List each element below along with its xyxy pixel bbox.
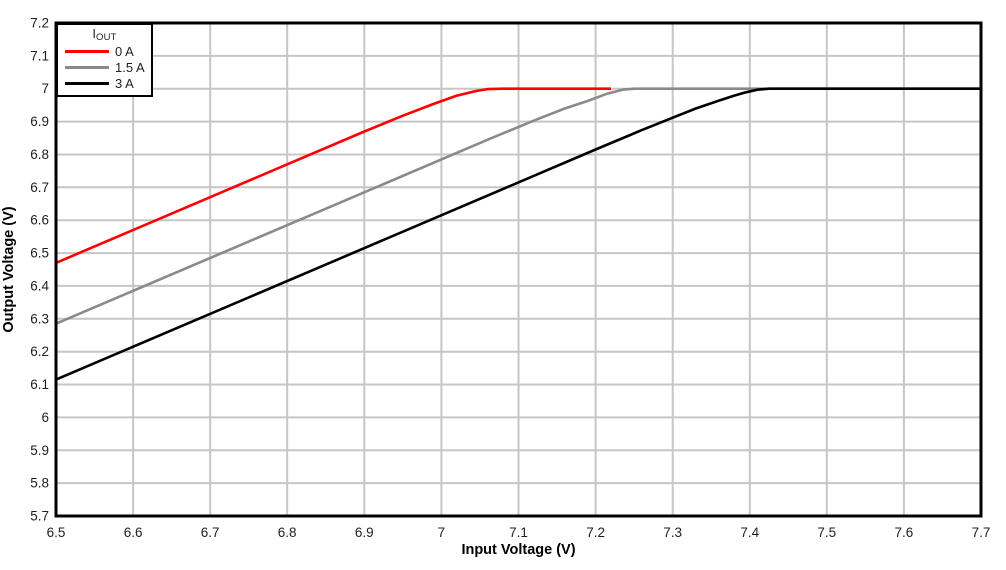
y-tick-label: 5.7: [30, 509, 49, 524]
x-tick-label: 6.7: [201, 525, 220, 540]
plot-frame: [54, 21, 983, 518]
legend-title: IOUT: [58, 26, 151, 43]
y-tick-label: 5.8: [30, 476, 49, 491]
gridlines: [55, 22, 982, 517]
x-tick-label: 7.6: [895, 525, 914, 540]
legend-title-symbol: I: [92, 26, 96, 41]
x-tick-label: 6.6: [124, 525, 143, 540]
series-line-3a: [55, 87, 981, 381]
legend-label: 1.5 A: [115, 59, 145, 75]
y-axis-title: Output Voltage (V): [1, 206, 17, 332]
y-tick-label: 6.9: [30, 114, 49, 129]
legend-label: 0 A: [115, 43, 134, 59]
legend-swatch: [65, 65, 109, 69]
y-tick-label: 6.6: [30, 213, 49, 228]
x-axis-title: Input Voltage (V): [461, 542, 575, 558]
legend-item-0a: 0 A: [58, 43, 151, 59]
x-tick-label: 6.8: [278, 525, 297, 540]
x-tick-label: 6.9: [355, 525, 374, 540]
y-tick-label: 7.2: [30, 16, 49, 31]
y-tick-label: 7: [41, 81, 49, 96]
x-tick-label: 7.2: [586, 525, 605, 540]
x-tick-label: 7.4: [740, 525, 759, 540]
y-tick-label: 6.4: [30, 278, 49, 293]
legend-title-subscript: OUT: [95, 32, 117, 43]
y-tick-label: 6.7: [30, 180, 49, 195]
x-tick-label: 6.5: [47, 525, 66, 540]
x-tick-label: 7.3: [663, 525, 682, 540]
x-tick-label: 7.1: [509, 525, 528, 540]
y-tick-label: 6: [41, 410, 49, 425]
legend-item-1.5a: 1.5 A: [58, 59, 151, 75]
y-tick-label: 7.1: [30, 48, 49, 63]
y-tick-label: 6.8: [30, 147, 49, 162]
y-tick-label: 6.1: [30, 377, 49, 392]
y-tick-label: 5.9: [30, 443, 49, 458]
x-tick-label: 7: [438, 525, 446, 540]
y-tick-label: 6.3: [30, 311, 49, 326]
x-tick-labels: 6.5 6.6 6.7 6.8 6.9 7 7.1 7.2 7.3 7.4 7.5 7.6 7.7: [47, 525, 991, 540]
y-tick-label: 6.2: [30, 344, 49, 359]
x-tick-label: 7.7: [972, 525, 991, 540]
series-line-1.5a: [55, 87, 981, 325]
x-tick-label: 7.5: [817, 525, 836, 540]
data-series: [55, 87, 981, 381]
legend-item-3a: 3 A: [58, 75, 151, 91]
y-tick-labels: 5.7 5.8 5.9 6 6.1 6.2 6.3 6.4 6.5 6.6 6.7 6.8 6.9 7 7.…: [30, 16, 49, 524]
y-tick-label: 6.5: [30, 246, 49, 261]
series-line-0a: [55, 87, 611, 265]
legend-swatch: [65, 81, 109, 85]
legend-label: 3 A: [115, 75, 134, 91]
legend-swatch: [65, 49, 109, 53]
